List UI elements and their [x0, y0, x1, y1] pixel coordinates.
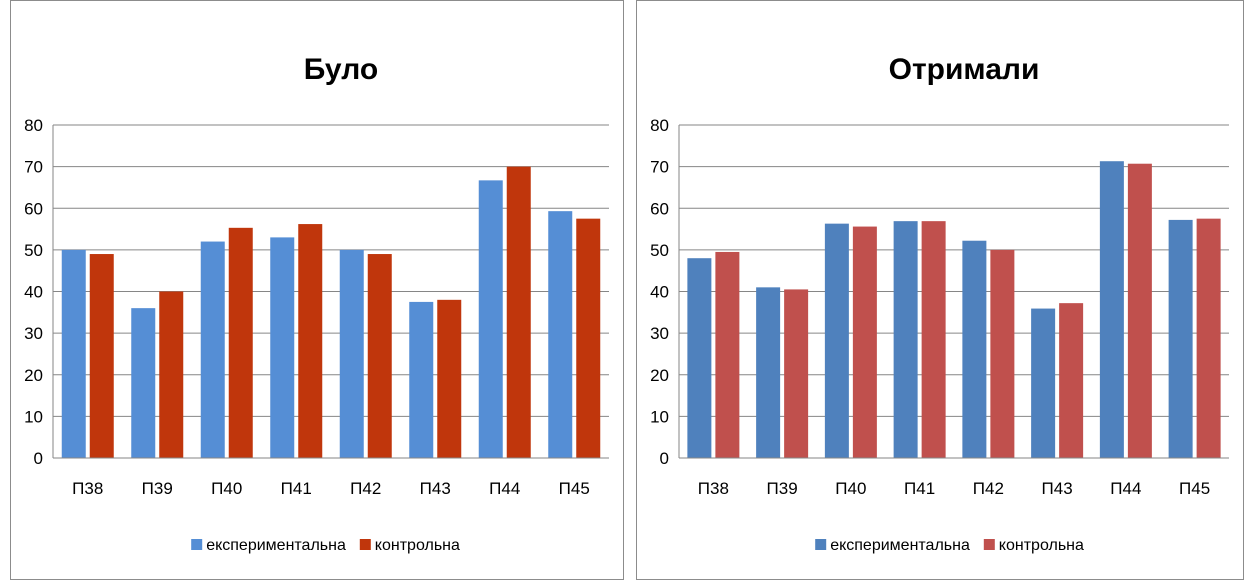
y-tick-label: 80 [650, 116, 669, 135]
legend-label-experimental: експериментальна [206, 537, 346, 554]
bar-experimental [756, 287, 781, 458]
bar-control [576, 218, 601, 458]
bar-experimental [200, 241, 225, 458]
x-tick-label: П43 [420, 479, 451, 498]
bar-experimental [824, 223, 849, 458]
y-tick-label: 80 [24, 116, 43, 135]
x-tick-label: П39 [767, 479, 798, 498]
bar-experimental [687, 258, 712, 458]
y-tick-label: 30 [650, 324, 669, 343]
y-tick-label: 0 [34, 449, 43, 468]
chart-title: Отримали [889, 53, 1040, 86]
x-tick-label: П41 [904, 479, 935, 498]
y-tick-label: 70 [24, 158, 43, 177]
x-tick-label: П42 [350, 479, 381, 498]
bar-experimental [339, 249, 364, 458]
bar-control [1127, 163, 1152, 458]
x-tick-label: П38 [72, 479, 103, 498]
y-tick-label: 20 [24, 366, 43, 385]
bar-experimental [478, 180, 503, 458]
legend-label-control: контрольна [999, 537, 1084, 554]
bar-experimental [1031, 308, 1056, 458]
y-tick-label: 40 [24, 283, 43, 302]
x-tick-label: П44 [489, 479, 520, 498]
y-tick-label: 10 [650, 407, 669, 426]
x-tick-label: П40 [211, 479, 242, 498]
legend-label-experimental: експериментальна [830, 537, 970, 554]
legend-swatch-control [983, 539, 995, 550]
y-tick-label: 0 [660, 449, 669, 468]
bar-control [1059, 303, 1084, 458]
x-tick-label: П43 [1042, 479, 1073, 498]
y-tick-label: 50 [650, 241, 669, 260]
bar-control [784, 289, 809, 458]
bar-control [852, 226, 877, 458]
x-tick-label: П45 [559, 479, 590, 498]
bar-control [921, 221, 946, 458]
x-tick-label: П39 [142, 479, 173, 498]
legend-swatch-experimental [815, 539, 827, 550]
bar-experimental [1168, 219, 1193, 458]
bar-experimental [61, 249, 86, 458]
y-tick-label: 70 [650, 158, 669, 177]
y-tick-label: 40 [650, 283, 669, 302]
chart-title: Було [304, 53, 378, 86]
bar-control [990, 249, 1015, 458]
bar-control [159, 291, 184, 458]
legend-swatch-control [359, 539, 371, 550]
bar-experimental [270, 237, 295, 458]
legend-swatch-experimental [191, 539, 203, 550]
bar-control [437, 299, 462, 458]
y-tick-label: 30 [24, 324, 43, 343]
bar-control [715, 251, 740, 458]
chart-panel-before: Було 0 10 20 30 40 50 60 70 80 П38 П39 П40 П41 П42 П43 П… [10, 0, 624, 580]
bar-control [298, 224, 323, 458]
bar-chart-after: Отримали 0 10 20 30 40 50 60 70 80 П38 П39 П40 П41 П42… [650, 53, 1229, 554]
bar-experimental [131, 308, 156, 458]
y-tick-label: 50 [24, 241, 43, 260]
x-tick-label: П42 [973, 479, 1004, 498]
bar-experimental [548, 211, 573, 458]
chart-panel-after: Отримали 0 10 20 30 40 50 60 70 80 П38 П39 П40 П41 П42… [636, 0, 1244, 580]
bar-control [367, 254, 392, 458]
bar-control [89, 254, 114, 458]
x-tick-label: П41 [281, 479, 312, 498]
y-tick-label: 10 [24, 407, 43, 426]
x-tick-label: П44 [1110, 479, 1141, 498]
bar-experimental [1099, 161, 1124, 458]
bar-control [228, 227, 253, 458]
legend-label-control: контрольна [375, 537, 460, 554]
bar-control [1196, 218, 1221, 458]
x-tick-label: П40 [835, 479, 866, 498]
y-tick-label: 60 [24, 199, 43, 218]
bar-chart-before: Було 0 10 20 30 40 50 60 70 80 П38 П39 П40 П41 П42 П43 П… [24, 53, 609, 554]
x-tick-label: П45 [1179, 479, 1210, 498]
y-tick-label: 20 [650, 366, 669, 385]
x-tick-label: П38 [698, 479, 729, 498]
bar-experimental [962, 240, 987, 458]
y-tick-label: 60 [650, 199, 669, 218]
bar-control [506, 166, 531, 458]
bar-experimental [893, 221, 918, 458]
bar-experimental [409, 301, 434, 458]
